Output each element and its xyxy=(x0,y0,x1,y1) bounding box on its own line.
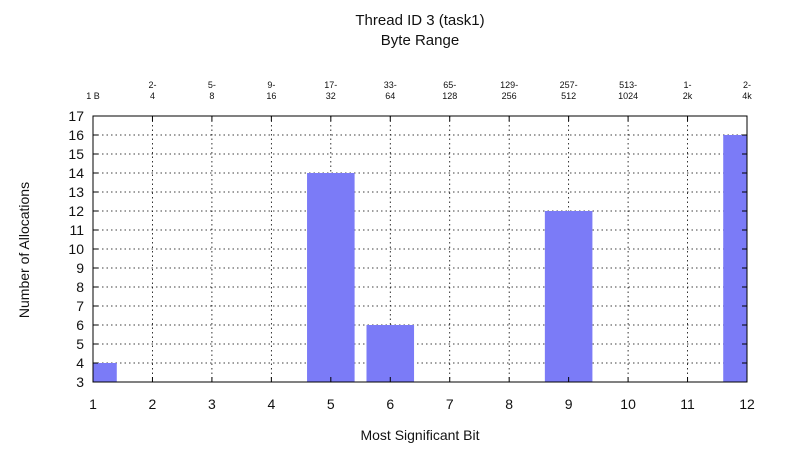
bar-msb-12 xyxy=(723,135,747,382)
chart-title: Thread ID 3 (task1) xyxy=(355,12,484,29)
y-tick-label: 14 xyxy=(68,165,84,181)
x-tick-label: 7 xyxy=(446,396,454,412)
top-axis-label: 5- xyxy=(208,80,216,90)
plot-frame xyxy=(92,115,748,383)
top-axis-label: 16 xyxy=(266,91,276,101)
y-tick-labels: 3 4 5 6 7 8 9 10 11 12 13 14 15 16 17 xyxy=(68,108,84,390)
top-axis-label: 9- xyxy=(267,80,275,90)
y-tick-label: 6 xyxy=(76,317,84,333)
y-tick-label: 15 xyxy=(68,146,84,162)
y-tick-label: 8 xyxy=(76,279,84,295)
top-axis-label: 64 xyxy=(385,91,395,101)
top-axis-label: 17- xyxy=(324,80,337,90)
y-tick-label: 10 xyxy=(68,241,84,257)
y-tick-label: 7 xyxy=(76,298,84,314)
top-axis-label: 4k xyxy=(742,91,752,101)
x-tick-label: 11 xyxy=(680,396,695,412)
y-tick-label: 12 xyxy=(68,203,84,219)
top-axis-label: 256 xyxy=(502,91,517,101)
bar-msb-9 xyxy=(544,211,593,382)
top-axis-label: 513- xyxy=(619,80,637,90)
top-axis-label: 65- xyxy=(443,80,456,90)
y-tick-label: 13 xyxy=(68,184,84,200)
y-tick-label: 5 xyxy=(76,336,84,352)
bar-msb-6 xyxy=(366,325,415,382)
y-axis-label: Number of Allocations xyxy=(16,182,32,318)
grid-lines xyxy=(93,116,747,382)
bar-msb-1 xyxy=(93,363,117,382)
x-tick-label: 8 xyxy=(505,396,513,412)
top-axis-label: 4 xyxy=(150,91,155,101)
top-axis-label: 128 xyxy=(442,91,457,101)
top-axis-label: 33- xyxy=(384,80,397,90)
top-axis-label: 32 xyxy=(326,91,336,101)
chart-subtitle: Byte Range xyxy=(381,32,459,49)
y-tick-label: 3 xyxy=(76,374,84,390)
y-tick-label: 11 xyxy=(69,222,84,238)
y-tick-label: 17 xyxy=(68,108,84,124)
y-tick-label: 4 xyxy=(76,355,84,371)
axis-ticks xyxy=(92,115,748,383)
top-axis-label: 1024 xyxy=(618,91,638,101)
top-axis-label: 512 xyxy=(561,91,576,101)
x-tick-labels: 1 2 3 4 5 6 7 8 9 10 11 12 xyxy=(89,396,755,412)
top-axis-label: 2- xyxy=(148,80,156,90)
top-axis-labels: 1 B2-45-89-1617-3233-6465-128129-256257-… xyxy=(86,80,752,101)
top-axis-label: 1 B xyxy=(86,91,100,101)
top-axis-label: 257- xyxy=(560,80,578,90)
x-tick-label: 10 xyxy=(620,396,636,412)
y-tick-label: 16 xyxy=(68,127,84,143)
x-axis-label: Most Significant Bit xyxy=(360,427,479,443)
x-tick-label: 9 xyxy=(565,396,573,412)
x-tick-label: 12 xyxy=(739,396,755,412)
x-tick-label: 5 xyxy=(327,396,335,412)
top-axis-label: 2k xyxy=(683,91,693,101)
top-axis-label: 1- xyxy=(684,80,692,90)
x-tick-label: 2 xyxy=(149,396,157,412)
x-tick-label: 1 xyxy=(89,396,97,412)
top-axis-label: 8 xyxy=(209,91,214,101)
x-tick-label: 3 xyxy=(208,396,216,412)
x-tick-label: 4 xyxy=(267,396,275,412)
top-axis-label: 129- xyxy=(500,80,518,90)
bar-msb-5 xyxy=(307,173,355,382)
x-tick-label: 6 xyxy=(386,396,394,412)
y-tick-label: 9 xyxy=(76,260,84,276)
bars xyxy=(93,135,747,382)
top-axis-label: 2- xyxy=(743,80,751,90)
